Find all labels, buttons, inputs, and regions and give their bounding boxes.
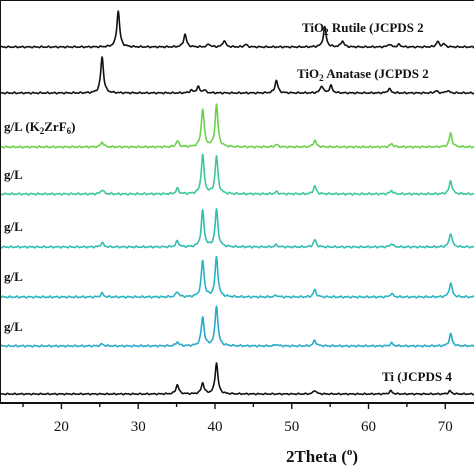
series-line-6 — [0, 255, 474, 299]
series-label-3-part-4: 6 — [67, 126, 72, 136]
x-axis-title-text: 2Theta ( — [286, 447, 347, 466]
series-line-7 — [0, 305, 474, 348]
series-label-8: Ti (JCPDS 4 — [382, 369, 452, 384]
series-label-3-part-1: g/L (K — [4, 119, 41, 134]
series-label-3-part-2: 2 — [40, 126, 45, 136]
series-line-4 — [0, 153, 474, 196]
x-ticks: 20 30 40 50 60 70 — [22, 403, 453, 435]
series-line-1 — [0, 10, 474, 49]
series-label-6-part-1: g/L — [4, 269, 23, 284]
x-tick-label-70: 70 — [438, 419, 453, 435]
series-line-5 — [0, 208, 474, 249]
x-tick-label-60: 60 — [361, 419, 376, 435]
series-label-1-part-1: TiO — [302, 20, 324, 35]
series-label-3-part-5: ) — [71, 119, 75, 134]
series-label-1-part-3: Rutile (JCPDS 2 — [329, 20, 424, 35]
series-label-7: g/L — [4, 319, 23, 334]
series-label-4-part-1: g/L — [4, 167, 23, 182]
series-label-1: TiO2 Rutile (JCPDS 2 — [302, 20, 424, 37]
series-label-4: g/L — [4, 167, 23, 182]
series-label-8-part-1: Ti (JCPDS 4 — [382, 369, 452, 384]
series-label-3-part-3: ZrF — [44, 119, 66, 134]
series-label-5: g/L — [4, 219, 23, 234]
plot-frame — [0, 0, 474, 404]
series-label-6: g/L — [4, 269, 23, 284]
series-line-3 — [0, 103, 474, 149]
series-label-2: TiO2 Anatase (JCPDS 2 — [297, 66, 429, 83]
series-label-2-part-2: 2 — [319, 73, 324, 83]
series-label-3: g/L (K2ZrF6) — [4, 119, 76, 136]
x-tick-label-50: 50 — [284, 419, 299, 435]
series-label-2-part-3: Anatase (JCPDS 2 — [324, 66, 429, 81]
series-label-7-part-1: g/L — [4, 319, 23, 334]
series-line-2 — [0, 56, 474, 95]
x-tick-label-40: 40 — [207, 419, 222, 435]
series-label-2-part-1: TiO — [297, 66, 319, 81]
series-label-5-part-1: g/L — [4, 219, 23, 234]
x-tick-label-20: 20 — [54, 419, 69, 435]
x-axis-title-degree: o — [347, 446, 353, 458]
x-axis-title-close: ) — [352, 447, 358, 466]
series-label-1-part-2: 2 — [324, 27, 329, 37]
series-line-8 — [0, 362, 474, 396]
x-axis-title: 2Theta (o) — [286, 446, 358, 466]
x-tick-label-30: 30 — [131, 419, 146, 435]
